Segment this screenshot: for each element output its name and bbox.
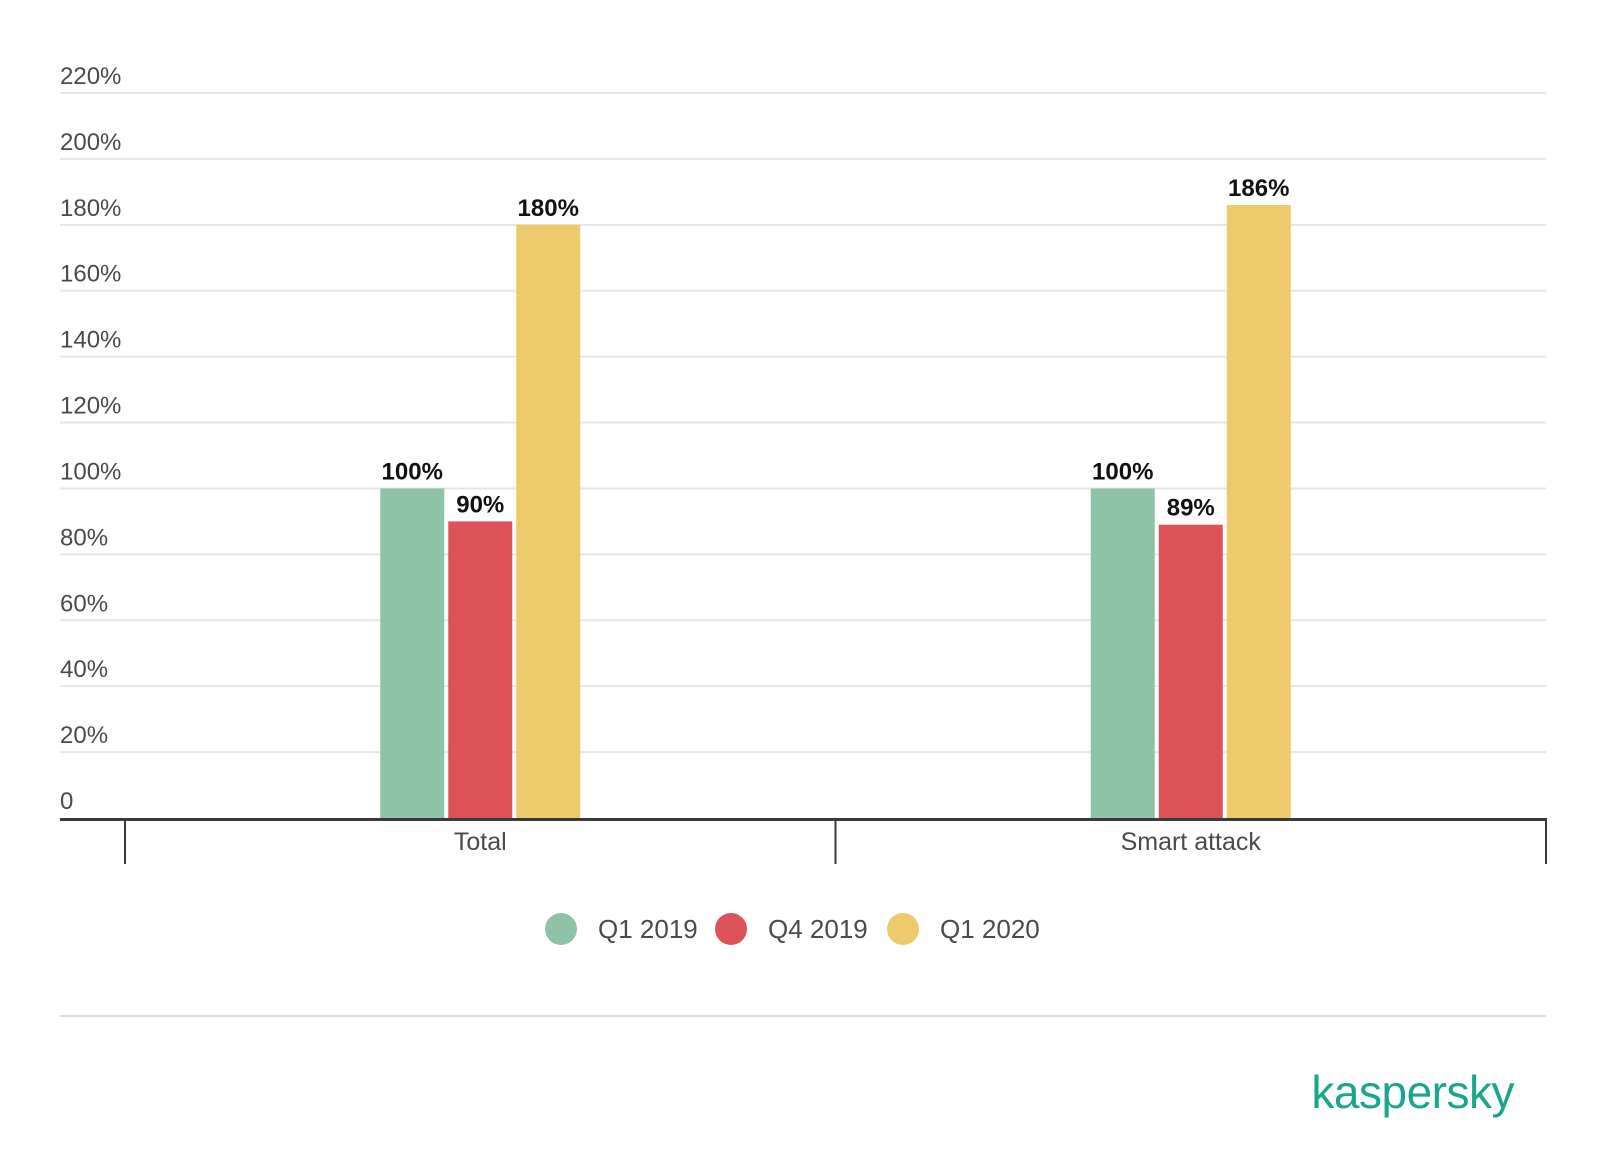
legend-label: Q4 2019 (768, 914, 868, 944)
y-tick-label: 40% (60, 656, 108, 683)
bar-q1-2020-smart-attack (1226, 205, 1291, 818)
y-tick-label: 180% (60, 195, 121, 222)
legend-swatch (715, 913, 747, 945)
x-tick-label: Total (454, 828, 507, 856)
legend-swatch (887, 913, 919, 945)
y-tick-label: 220% (60, 63, 121, 90)
legend: Q1 2019 Q4 2019 Q1 2020 (545, 913, 1040, 945)
value-label: 186% (1228, 175, 1289, 202)
y-axis-tick-labels: 0 20% 40% 60% 80% 100% 120% 140% 160% 180% 200% 220… (60, 63, 121, 815)
gridlines (60, 92, 1546, 754)
bar-q4-2019-smart-attack (1158, 524, 1223, 818)
bars (380, 205, 1291, 818)
bar-q1-2019-total (380, 488, 445, 818)
x-tick-label: Smart attack (1121, 828, 1262, 856)
y-tick-label: 120% (60, 393, 121, 420)
y-tick-label: 140% (60, 327, 121, 354)
y-tick-label: 60% (60, 590, 108, 617)
kaspersky-logo: kaspersky (1311, 1066, 1514, 1118)
y-tick-label: 200% (60, 129, 121, 156)
value-label: 89% (1167, 495, 1215, 522)
value-labels: 100% 90% 180% 100% 89% 186% (382, 175, 1290, 522)
y-tick-label: 20% (60, 722, 108, 749)
y-tick-label: 100% (60, 458, 121, 485)
value-label: 90% (456, 491, 504, 518)
legend-swatch (545, 913, 577, 945)
y-tick-label: 0 (60, 788, 73, 815)
value-label: 100% (1092, 458, 1153, 485)
legend-label: Q1 2019 (598, 914, 698, 944)
value-label: 180% (518, 195, 579, 222)
value-label: 100% (382, 458, 443, 485)
bar-q4-2019-total (448, 521, 513, 818)
x-axis: Total Smart attack (60, 818, 1547, 864)
legend-label: Q1 2020 (940, 914, 1040, 944)
y-tick-label: 80% (60, 524, 108, 551)
bar-q1-2020-total (516, 224, 581, 818)
bar-q1-2019-smart-attack (1090, 488, 1155, 818)
y-tick-label: 160% (60, 261, 121, 288)
